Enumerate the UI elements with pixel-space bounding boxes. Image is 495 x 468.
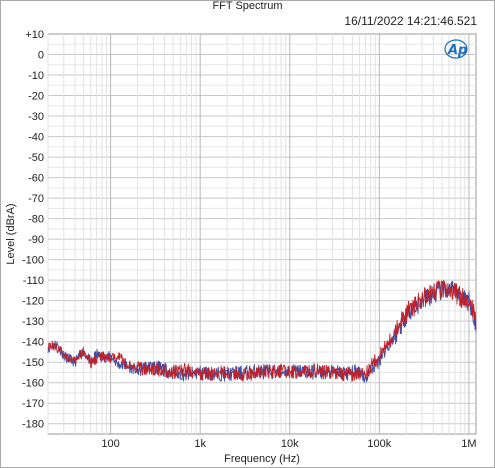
x-tick-label: 10k — [281, 438, 299, 450]
y-tick-label: -90 — [28, 234, 44, 246]
chart-title: FFT Spectrum — [212, 0, 283, 12]
y-tick-label: -30 — [28, 111, 44, 123]
x-tick-labels: 100 1k 10k 100k 1M — [101, 438, 476, 450]
y-tick-label: -110 — [23, 275, 44, 287]
y-tick-label: -100 — [22, 255, 44, 267]
grid — [47, 34, 476, 434]
y-tick-label: -60 — [28, 173, 44, 185]
x-tick-label: 100k — [367, 438, 391, 450]
timestamp: 16/11/2022 14:21:46.521 — [344, 14, 477, 28]
series-line — [47, 279, 477, 383]
y-tick-label: -120 — [22, 296, 44, 308]
y-tick-label: -40 — [28, 132, 44, 144]
x-axis-label: Frequency (Hz) — [224, 453, 300, 465]
ap-logo-icon: Ap — [444, 39, 468, 59]
y-tick-label: -70 — [28, 193, 44, 205]
y-tick-label: 0 — [38, 50, 44, 62]
y-tick-label: -140 — [22, 337, 44, 349]
y-tick-label: -130 — [22, 316, 44, 328]
x-tick-label: 100 — [101, 438, 119, 450]
y-tick-label: -20 — [28, 91, 44, 103]
svg-text:Ap: Ap — [447, 43, 467, 58]
y-tick-label: +10 — [25, 29, 44, 41]
series-group — [47, 279, 477, 383]
y-tick-label: -180 — [22, 419, 44, 431]
x-tick-label: 1M — [461, 438, 476, 450]
y-tick-label: -80 — [28, 214, 44, 226]
series-line — [47, 280, 477, 382]
y-tick-label: -150 — [22, 357, 44, 369]
y-axis-label: Level (dBrA) — [5, 203, 17, 264]
y-tick-labels: +10 0 -10 -20 -30 -40 -50 -60 -70 -80 -90 -100 -110 -… — [22, 29, 44, 431]
y-tick-label: -50 — [28, 152, 44, 164]
x-tick-label: 1k — [194, 438, 206, 450]
y-tick-label: -10 — [28, 70, 44, 82]
y-tick-label: -160 — [22, 378, 44, 390]
y-tick-label: -170 — [22, 398, 44, 410]
